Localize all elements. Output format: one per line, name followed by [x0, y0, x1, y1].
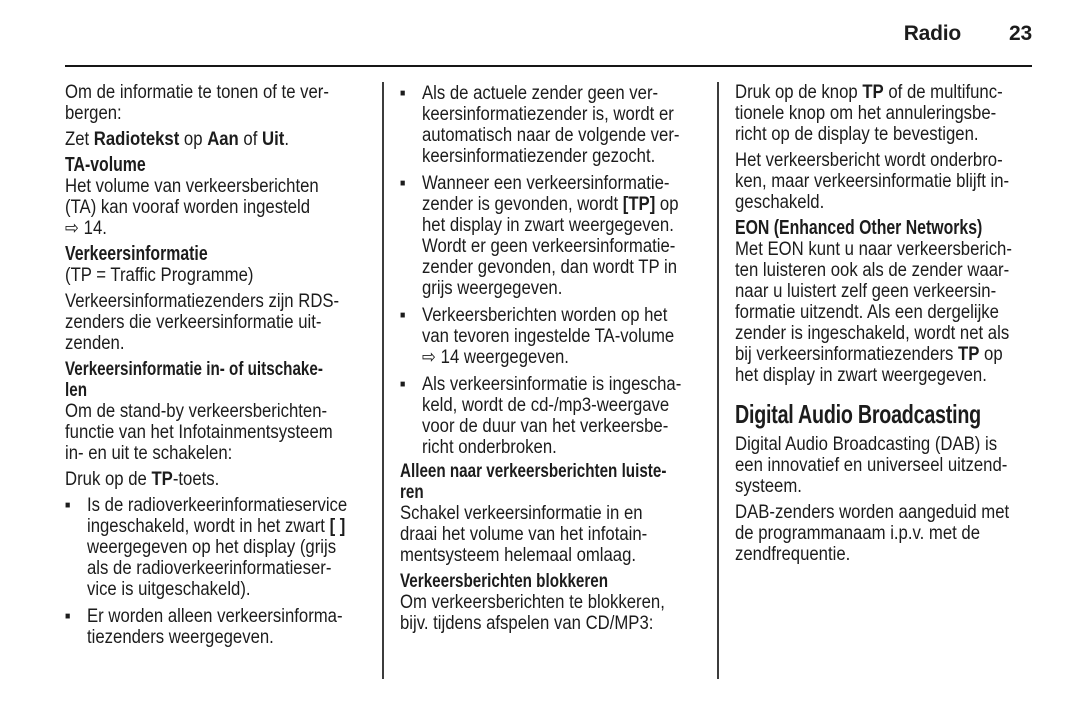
- bullet-item: ■ Er worden alleen verkeersinforma-tiezen…: [65, 606, 375, 648]
- sub-heading: Verkeersinformatie in- of uitschake-len: [65, 359, 323, 401]
- bullet-text: Verkeersberichten worden op het van tevor…: [422, 305, 675, 368]
- section-heading: Verkeersinformatie: [65, 243, 208, 265]
- column-3-body: Druk op de knop TP of de multifunc-tione…: [735, 82, 1045, 565]
- column-2-body: ■ Als de actuele zender geen ver-keersinf…: [400, 83, 710, 634]
- sub-heading: Verkeersberichten blokkeren: [400, 571, 609, 592]
- square-bullet-icon: ■: [400, 310, 406, 321]
- bullet-item: ■ Is de radioverkeerinformatieservice inge…: [65, 495, 375, 600]
- section-heading: EON (Enhanced Other Networks): [735, 217, 983, 239]
- paragraph: (TP = Traffic Programme): [65, 265, 254, 286]
- header-rule: [65, 65, 1032, 67]
- square-bullet-icon: ■: [400, 178, 406, 189]
- paragraph: Schakel verkeersinformatie in en draai he…: [400, 503, 648, 566]
- paragraph: Met EON kunt u naar verkeersberich-ten l…: [735, 239, 1012, 386]
- paragraph: Het volume van verkeersberichten (TA) kan…: [65, 176, 319, 239]
- bullet-item: ■ Als verkeersinformatie is ingescha-keld…: [400, 374, 710, 458]
- bullet-item: ■ Verkeersberichten worden op het van tevo…: [400, 305, 710, 368]
- square-bullet-icon: ■: [400, 88, 406, 99]
- paragraph: Verkeersinformatiezenders zijn RDS-zende…: [65, 291, 340, 354]
- paragraph: Om de stand-by verkeersberichten-functie…: [65, 401, 333, 464]
- bullet-text: Is de radioverkeerinformatieservice inges…: [87, 495, 348, 600]
- bullet-list: ■ Is de radioverkeerinformatieservice inge…: [65, 495, 375, 648]
- paragraph: Het verkeersbericht wordt onderbro-ken, …: [735, 150, 1010, 213]
- section-heading: TA-volume: [65, 154, 146, 176]
- square-bullet-icon: ■: [400, 379, 406, 390]
- page-header: Radio 23: [903, 22, 1033, 46]
- paragraph: Digital Audio Broadcasting (DAB) is een i…: [735, 434, 1008, 497]
- column-divider: [717, 82, 719, 679]
- column-2: ■ Als de actuele zender geen ver-keersinf…: [400, 82, 710, 634]
- column-divider: [382, 82, 384, 679]
- square-bullet-icon: ■: [65, 611, 71, 622]
- bullet-text: Als de actuele zender geen ver-keersinfo…: [422, 83, 680, 167]
- paragraph: Zet Radiotekst op Aan of Uit.: [65, 129, 289, 150]
- page-number: 23: [1009, 22, 1032, 45]
- column-1-body: Om de informatie te tonen of te ver-berg…: [65, 82, 375, 648]
- chapter-heading: Digital Audio Broadcasting: [735, 399, 981, 429]
- page-section-title: Radio: [903, 22, 962, 45]
- sub-heading: Alleen naar verkeersberichten luiste-ren: [400, 461, 667, 503]
- paragraph: Om verkeersberichten te blokkeren, bijv. …: [400, 592, 665, 634]
- column-3: Druk op de knop TP of de multifunc-tione…: [735, 82, 1037, 565]
- paragraph: Druk op de knop TP of de multifunc-tione…: [735, 82, 1003, 145]
- square-bullet-icon: ■: [65, 500, 71, 511]
- paragraph: Druk op de TP-toets.: [65, 469, 220, 490]
- bullet-text: Als verkeersinformatie is ingescha-keld,…: [422, 374, 682, 458]
- bullet-text: Er worden alleen verkeersinforma-tiezend…: [87, 606, 343, 648]
- content-columns: Om de informatie te tonen of te ver-berg…: [65, 82, 1037, 679]
- paragraph: Om de informatie te tonen of te ver-berg…: [65, 82, 329, 124]
- column-1: Om de informatie te tonen of te ver-berg…: [65, 82, 375, 648]
- bullet-item: ■ Als de actuele zender geen ver-keersinf…: [400, 83, 710, 167]
- paragraph: DAB-zenders worden aangeduid met de progr…: [735, 502, 1010, 565]
- bullet-item: ■ Wanneer een verkeersinformatie-zender i…: [400, 173, 710, 299]
- bullet-list: ■ Als de actuele zender geen ver-keersinf…: [400, 83, 710, 458]
- bullet-text: Wanneer een verkeersinformatie-zender is…: [422, 173, 679, 299]
